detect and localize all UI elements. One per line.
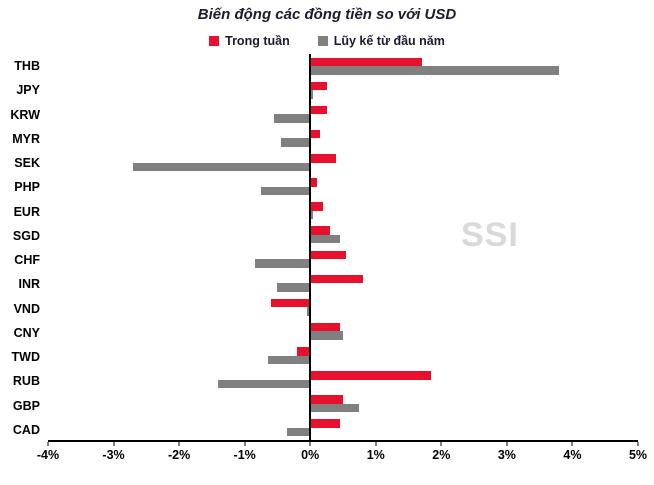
x-tick-label: -2% <box>167 448 191 462</box>
y-label-gbp: GBP <box>12 398 40 413</box>
legend-swatch-weekly <box>209 36 220 46</box>
bar-weekly-krw <box>310 105 327 115</box>
x-tick-label: 1% <box>366 448 385 462</box>
y-label-eur: EUR <box>13 204 40 219</box>
bar-row-inr <box>48 271 638 295</box>
bar-row-cny <box>48 319 638 343</box>
bar-weekly-twd <box>297 347 311 356</box>
y-label-inr: INR <box>18 277 40 292</box>
bar-row-gbp <box>48 392 638 416</box>
y-label-chf: CHF <box>14 253 40 268</box>
y-label-cad: CAD <box>12 422 40 437</box>
y-axis-labels: THB JPY KRW MYR SEK PHP EUR SGD CHF INR VND CNY TWD R… <box>0 54 48 442</box>
bar-weekly-myr <box>310 129 321 139</box>
x-tick-mark <box>244 442 246 446</box>
bar-weekly-sgd <box>310 226 330 235</box>
bar-row-rub <box>48 368 638 392</box>
bar-chart: THB JPY KRW MYR SEK PHP EUR SGD CHF INR VND CNY TWD R… <box>0 54 654 442</box>
legend-item-ytd: Lũy kế từ đầu năm <box>317 34 445 48</box>
y-label-myr: MYR <box>12 131 40 146</box>
bar-ytd-thb <box>310 66 560 75</box>
bar-weekly-inr <box>310 274 363 284</box>
y-label-php: PHP <box>14 180 40 195</box>
y-label-vnd: VND <box>13 301 40 316</box>
y-label-twd: TWD <box>11 350 40 365</box>
chart-title: Biến động các đồng tiền so với USD <box>197 6 457 23</box>
bar-row-vnd <box>48 295 638 319</box>
bar-ytd-jpy <box>310 90 314 99</box>
bar-ytd-eur <box>310 210 314 220</box>
x-tick-mark <box>506 442 508 446</box>
legend-item-weekly: Trong tuần <box>209 34 290 48</box>
x-tick-mark <box>375 442 377 446</box>
bar-row-eur <box>48 199 638 223</box>
x-tick-label: 4% <box>563 448 582 462</box>
x-tick-mark <box>178 442 180 446</box>
bar-row-jpy <box>48 78 638 102</box>
legend-label-weekly: Trong tuần <box>225 34 290 48</box>
x-axis: -4% -3% -2% -1% 0% 1% 2% 3% 4% 5% <box>0 442 654 468</box>
bar-weekly-jpy <box>310 81 327 91</box>
x-tick-label: 2% <box>432 448 451 462</box>
bar-weekly-chf <box>310 250 347 260</box>
bar-weekly-rub <box>310 371 432 380</box>
plot-area: SSI <box>48 54 638 442</box>
bar-ytd-chf <box>254 259 311 268</box>
bar-ytd-cad <box>287 427 311 437</box>
bar-row-myr <box>48 126 638 150</box>
x-tick-mark <box>47 442 49 446</box>
x-tick-mark <box>571 442 573 446</box>
bar-ytd-php <box>261 186 311 196</box>
bar-ytd-sgd <box>310 234 340 244</box>
bar-ytd-vnd <box>306 307 311 316</box>
bar-row-sgd <box>48 223 638 247</box>
zero-axis-line <box>309 54 312 440</box>
watermark: SSI <box>461 216 519 255</box>
y-label-rub: RUB <box>12 374 40 389</box>
legend-label-ytd: Lũy kế từ đầu năm <box>333 34 445 48</box>
x-tick-label: 0% <box>301 448 320 462</box>
legend-swatch-ytd <box>317 36 328 46</box>
bar-row-php <box>48 175 638 199</box>
bar-ytd-gbp <box>310 403 360 413</box>
bar-weekly-sek <box>310 154 337 163</box>
x-tick-label: 3% <box>497 448 516 462</box>
y-label-krw: KRW <box>10 107 40 122</box>
bar-ytd-sek <box>133 162 311 171</box>
x-tick-label: -3% <box>102 448 125 462</box>
x-tick-mark <box>440 442 442 446</box>
x-tick-label: 5% <box>628 448 648 462</box>
y-label-thb: THB <box>14 59 40 74</box>
bar-weekly-cad <box>310 419 340 428</box>
bar-row-sek <box>48 151 638 175</box>
bar-row-krw <box>48 102 638 126</box>
bar-weekly-gbp <box>310 395 343 404</box>
bar-ytd-inr <box>277 283 311 292</box>
x-tick-mark <box>637 442 639 446</box>
bar-ytd-krw <box>274 114 311 123</box>
bar-weekly-cny <box>310 322 340 332</box>
x-tick-mark <box>113 442 115 446</box>
bar-row-thb <box>48 54 638 78</box>
y-label-sgd: SGD <box>12 228 40 243</box>
y-label-sek: SEK <box>14 156 40 171</box>
x-tick-label: -4% <box>36 448 60 462</box>
bar-weekly-eur <box>310 202 324 211</box>
bar-ytd-twd <box>267 355 311 364</box>
x-tick-label: -1% <box>233 448 256 462</box>
x-tick-mark <box>309 442 311 446</box>
bar-row-twd <box>48 344 638 368</box>
bar-weekly-php <box>310 178 317 187</box>
x-axis-labels: -4% -3% -2% -1% 0% 1% 2% 3% 4% 5% <box>37 442 647 468</box>
bar-ytd-rub <box>218 379 311 389</box>
bar-weekly-vnd <box>270 298 311 308</box>
bar-row-cad <box>48 416 638 440</box>
chart-legend: Trong tuần Lũy kế từ đầu năm <box>0 34 654 48</box>
bar-row-chf <box>48 247 638 271</box>
bar-ytd-cny <box>310 331 343 340</box>
y-label-cny: CNY <box>13 325 40 340</box>
bar-weekly-thb <box>310 57 422 67</box>
y-label-jpy: JPY <box>16 83 40 98</box>
bar-ytd-myr <box>280 138 311 147</box>
